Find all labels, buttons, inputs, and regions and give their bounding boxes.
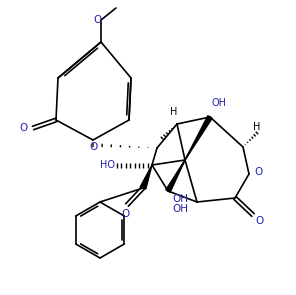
Text: O: O [254,167,262,177]
Polygon shape [166,160,185,192]
Text: OH: OH [212,98,227,108]
Polygon shape [140,165,152,189]
Text: H: H [170,107,178,117]
Text: HO: HO [100,160,115,170]
Text: O: O [121,209,129,219]
Text: O: O [255,216,263,226]
Text: O: O [20,123,28,133]
Polygon shape [185,116,212,160]
Text: OH: OH [172,194,188,204]
Text: H: H [253,122,261,132]
Text: OH: OH [172,204,188,214]
Text: O: O [90,142,98,152]
Text: O: O [94,15,102,25]
